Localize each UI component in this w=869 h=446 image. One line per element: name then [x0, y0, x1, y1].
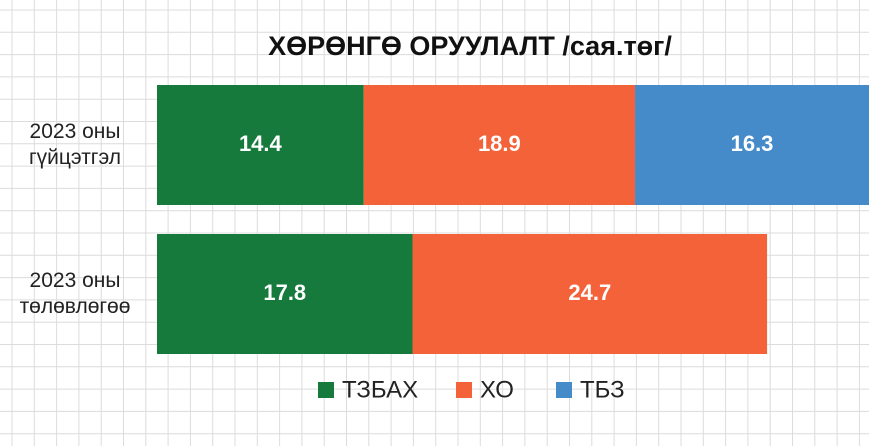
- bar-segment: [363, 85, 636, 205]
- legend-swatch: [456, 382, 472, 398]
- category-label: 2023 оны төлөвлөгөө: [19, 269, 131, 318]
- bar-segment: [635, 85, 869, 205]
- bar-segment: [412, 234, 768, 354]
- data-label: 18.9: [478, 131, 521, 156]
- data-label: 17.8: [263, 280, 306, 305]
- legend-label: ТБЗ: [580, 376, 625, 403]
- legend-label: ТЗБАХ: [342, 376, 418, 403]
- legend-swatch: [556, 382, 572, 398]
- category-label: 2023 оны гүйцэтгэл: [29, 120, 121, 169]
- data-label: 16.3: [731, 131, 774, 156]
- legend-label: ХО: [480, 376, 514, 403]
- legend-swatch: [318, 382, 334, 398]
- bar-segment: [157, 85, 364, 205]
- data-label: 14.4: [239, 131, 283, 156]
- bar-segment: [157, 234, 413, 354]
- data-label: 24.7: [568, 280, 611, 305]
- chart-title: ХӨРӨНГӨ ОРУУЛАЛТ /сая.төг/: [268, 31, 672, 61]
